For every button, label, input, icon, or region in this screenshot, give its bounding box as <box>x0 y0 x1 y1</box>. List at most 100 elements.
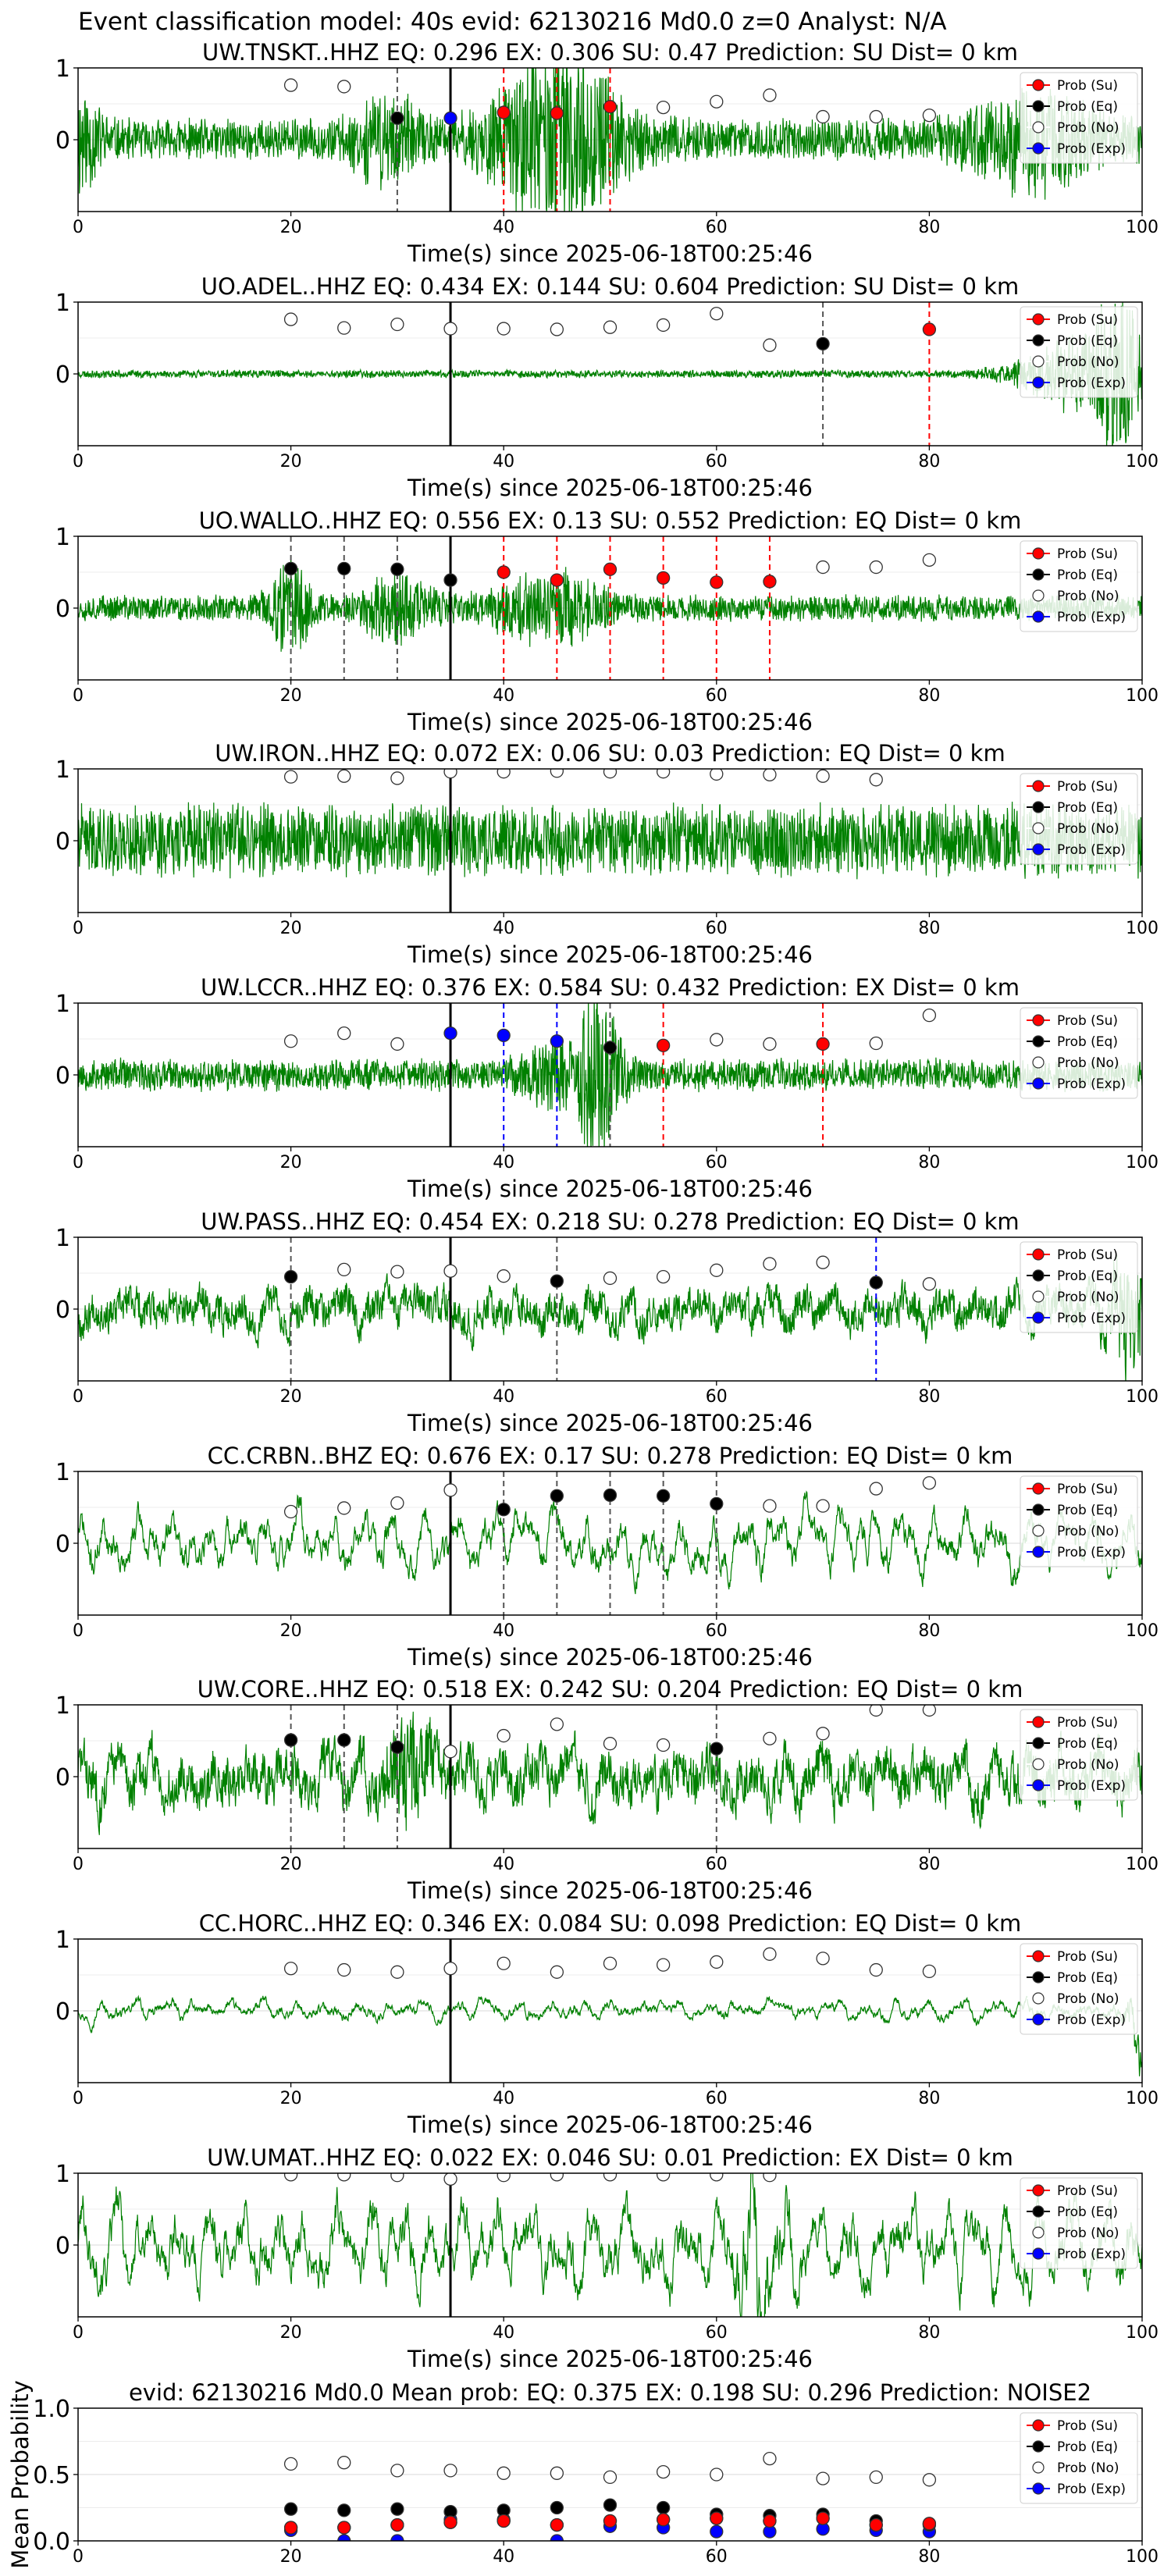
prob-no-marker <box>763 88 777 102</box>
legend-entry-no: Prob (No) <box>1057 1991 1119 2007</box>
tick-labels: 0 20 40 60 80 100 0 1 <box>55 524 1159 706</box>
prob-su-marker <box>657 2513 671 2527</box>
subplot-title: UW.UMAT..HHZ EQ: 0.022 EX: 0.046 SU: 0.0… <box>207 2144 1013 2171</box>
prob-no-marker <box>443 1962 457 1976</box>
prob-no-marker <box>390 2464 404 2478</box>
prob-su-marker <box>550 106 564 120</box>
legend-marker <box>1032 1311 1045 1324</box>
prob-no-marker <box>922 1476 937 1490</box>
legend-marker <box>1032 1077 1045 1090</box>
x-tick-label: 0 <box>73 2089 84 2108</box>
legend-marker <box>1032 121 1045 133</box>
prob-no-marker <box>657 2173 671 2182</box>
plot-area <box>78 302 1142 446</box>
x-tick-label: 40 <box>493 686 514 706</box>
prob-no-marker <box>603 320 618 334</box>
legend: Prob (Su) Prob (Eq) Prob (No) Prob (Exp) <box>1020 1241 1138 1333</box>
prob-no-marker <box>283 1034 298 1048</box>
prob-su-marker <box>710 2511 724 2525</box>
legend-box <box>1020 773 1138 865</box>
prob-no-marker <box>869 1705 883 1717</box>
legend-entry-no: Prob (No) <box>1057 2226 1119 2241</box>
prob-su-marker <box>603 562 618 576</box>
x-tick-label: 100 <box>1126 2089 1159 2108</box>
subplot-title: UW.PASS..HHZ EQ: 0.454 EX: 0.218 SU: 0.2… <box>201 1208 1019 1235</box>
prob-eq-marker <box>443 573 457 587</box>
x-tick-label: 40 <box>493 2323 514 2343</box>
prob-eq-marker <box>550 1489 564 1503</box>
prob-no-marker <box>869 1482 883 1496</box>
legend-entry-exp: Prob (Exp) <box>1057 1076 1126 1092</box>
prob-no-marker <box>337 1262 351 1277</box>
legend-box <box>1020 1475 1138 1567</box>
legend-entry-eq: Prob (Eq) <box>1057 1034 1118 1050</box>
x-tick-label: 60 <box>706 1855 728 1874</box>
prob-no-marker <box>603 1737 618 1751</box>
legend-marker <box>1032 355 1045 368</box>
prob-no-marker <box>657 2464 671 2479</box>
x-tick-label: 40 <box>493 1621 514 1641</box>
tick-labels: 0 20 40 60 80 100 0 1 <box>55 1225 1159 1407</box>
legend-entry-su: Prob (Su) <box>1057 2418 1118 2434</box>
waveform-trace <box>78 302 1142 446</box>
legend-entry-eq: Prob (Eq) <box>1057 99 1118 115</box>
x-tick-label: 20 <box>280 919 302 938</box>
legend-entry-su: Prob (Su) <box>1057 779 1118 795</box>
legend-marker <box>1032 376 1045 389</box>
prob-no-marker <box>443 1745 457 1759</box>
x-tick-label: 0 <box>73 686 84 706</box>
station-subplot-2: UO.ADEL..HHZ EQ: 0.434 EX: 0.144 SU: 0.6… <box>55 273 1159 501</box>
prob-no-marker <box>657 100 671 115</box>
x-axis-label: Time(s) since 2025-06-18T00:25:46 <box>407 709 813 735</box>
plot-area <box>78 769 1142 913</box>
subplot-title: UW.IRON..HHZ EQ: 0.072 EX: 0.06 SU: 0.03… <box>215 740 1005 767</box>
x-tick-label: 0 <box>73 452 84 471</box>
prob-eq-marker <box>283 561 298 576</box>
prob-no-marker <box>869 560 883 575</box>
plot-area <box>78 1939 1142 2083</box>
waveform-trace <box>78 801 1142 880</box>
legend-entry-no: Prob (No) <box>1057 1055 1119 1071</box>
prob-no-marker <box>816 1499 830 1513</box>
prob-no-marker <box>710 1955 724 1969</box>
legend-entry-no: Prob (No) <box>1057 1524 1119 1539</box>
legend-entry-exp: Prob (Exp) <box>1057 1778 1126 1794</box>
prob-no-marker <box>603 1271 618 1286</box>
legend-marker <box>1032 1992 1045 2005</box>
prob-eq-marker <box>337 2503 351 2517</box>
plot-area <box>78 1237 1142 1381</box>
legend-entry-exp: Prob (Exp) <box>1057 2012 1126 2028</box>
prob-no-marker <box>763 769 777 782</box>
legend-marker <box>1032 1971 1045 1984</box>
y-tick-label: 0 <box>55 127 70 155</box>
legend-marker <box>1032 79 1045 91</box>
prob-no-marker <box>443 1264 457 1278</box>
prob-no-marker <box>922 553 937 568</box>
prob-eq-marker <box>816 336 830 351</box>
prob-eq-marker <box>390 2502 404 2516</box>
subplot-title: CC.HORC..HHZ EQ: 0.346 EX: 0.084 SU: 0.0… <box>199 1910 1022 1937</box>
tick-labels: 0 20 40 60 80 100 0 1 <box>55 290 1159 471</box>
prob-no-marker <box>710 1263 724 1277</box>
tick-labels: 0 20 40 60 80 100 0.0 0.5 1.0 <box>33 2396 1159 2567</box>
x-tick-label: 100 <box>1126 1387 1159 1407</box>
prob-no-marker <box>816 109 830 124</box>
prob-eq-marker <box>603 2498 618 2512</box>
prob-no-marker <box>763 1499 777 1513</box>
legend-entry-no: Prob (No) <box>1057 1290 1119 1305</box>
x-tick-label: 20 <box>280 1153 302 1172</box>
prob-no-marker <box>816 769 830 783</box>
prob-exp-marker <box>443 111 457 126</box>
grid-lines <box>78 301 1142 375</box>
prob-eq-marker <box>283 1733 298 1747</box>
x-tick-label: 80 <box>918 919 940 938</box>
prob-no-marker <box>443 322 457 336</box>
legend-entry-su: Prob (Su) <box>1057 2183 1118 2199</box>
legend-entry-exp: Prob (Exp) <box>1057 1311 1126 1326</box>
prob-no-marker <box>603 2173 618 2182</box>
prob-no-marker <box>763 1731 777 1745</box>
legend-entry-su: Prob (Su) <box>1057 312 1118 328</box>
legend: Prob (Su) Prob (Eq) Prob (No) Prob (Exp) <box>1020 1475 1138 1567</box>
legend-entry-eq: Prob (Eq) <box>1057 333 1118 349</box>
tick-labels: 0 20 40 60 80 100 0 1 <box>55 1692 1159 1874</box>
